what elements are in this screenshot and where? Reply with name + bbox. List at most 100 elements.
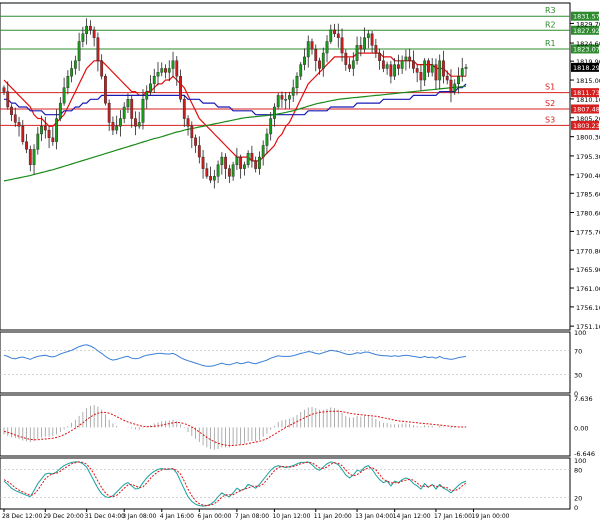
candle-body [164, 68, 167, 73]
candle-body [66, 75, 70, 88]
candle-body [412, 60, 415, 69]
candle-body [273, 106, 276, 119]
candle-body [205, 168, 209, 177]
time-tick-label: 10 Jan 12:00 [272, 513, 310, 520]
candle-46 [175, 56, 179, 86]
candle-body [126, 99, 130, 108]
candle-body [209, 176, 212, 181]
candle-body [194, 137, 197, 146]
candle-body [400, 60, 404, 69]
price-tick-label: 1810.10 [576, 96, 600, 104]
time-tick-label: 17 Jan 16:00 [434, 513, 472, 520]
candle-3 [13, 107, 17, 127]
candle-25 [96, 32, 100, 72]
candle-72 [273, 103, 276, 127]
candle-body [344, 52, 348, 65]
level-value-s3: 1803.23 [573, 122, 600, 130]
price-tick-label: 1770.80 [576, 247, 600, 255]
candle-body [134, 118, 137, 127]
candle-43 [164, 64, 167, 79]
level-value-s1: 1811.73 [573, 89, 600, 97]
candle-body [171, 60, 175, 69]
candle-16 [62, 77, 66, 106]
candle-87 [329, 24, 333, 44]
macd-pane: 7.636 0.00 -6.646 [3, 395, 595, 458]
candle-body [325, 41, 329, 54]
candle-33 [126, 93, 130, 113]
candle-body [160, 68, 164, 73]
candle-body [156, 72, 160, 77]
rsi-tick-label: 0 [574, 390, 578, 398]
candle-body [224, 156, 228, 169]
candle-body [36, 133, 40, 150]
candle-body [318, 60, 321, 69]
candle-18 [70, 60, 74, 83]
time-tick-label: 29 Dec 20:00 [43, 513, 84, 520]
price-tick-label: 1795.30 [576, 153, 600, 161]
candle-body [85, 25, 89, 35]
candle-75 [284, 91, 288, 109]
stochastic-signal-line [3, 461, 467, 507]
candle-44 [167, 60, 171, 82]
candle-83 [314, 44, 318, 72]
level-name-s2: S2 [545, 99, 555, 108]
candle-body [254, 160, 258, 169]
candle-1 [6, 81, 10, 110]
candle-35 [134, 111, 137, 136]
rsi-tick-label: 70 [574, 347, 582, 355]
candle-7 [28, 145, 32, 172]
level-badge-r2 [571, 25, 599, 35]
candle-95 [359, 36, 363, 57]
candle-body [137, 122, 141, 127]
price-tick-label: 1785.60 [576, 190, 600, 198]
candle-body [216, 164, 220, 177]
candle-30 [115, 115, 119, 135]
candle-109 [412, 50, 415, 74]
candle-55 [209, 166, 212, 184]
level-value-s2: 1807.48 [573, 105, 600, 113]
candle-body [419, 72, 423, 81]
candle-body [190, 126, 194, 139]
level-name-r2: R2 [545, 20, 556, 29]
candle-body [261, 145, 265, 158]
candle-body [427, 60, 430, 73]
candle-body [445, 75, 449, 81]
candle-23 [88, 20, 92, 35]
candle-41 [156, 62, 160, 86]
candles [2, 18, 468, 189]
candle-114 [430, 58, 434, 77]
candle-body [430, 64, 434, 73]
macd-signal-line [3, 410, 466, 446]
moving-average-line-2 [4, 83, 467, 116]
candle-15 [58, 97, 62, 122]
candle-74 [280, 91, 284, 108]
candle-116 [438, 54, 442, 90]
candle-body [464, 67, 468, 69]
candle-body [182, 99, 186, 119]
candle-103 [389, 60, 393, 84]
candle-body [333, 29, 336, 35]
candle-98 [370, 31, 374, 53]
candle-118 [445, 70, 449, 85]
candle-4 [17, 116, 21, 137]
candle-body [363, 37, 366, 50]
candle-body [449, 79, 453, 92]
candle-85 [321, 47, 325, 77]
candle-body [442, 60, 445, 77]
candle-60 [227, 164, 231, 184]
candle-12 [47, 126, 51, 149]
candle-20 [77, 32, 81, 71]
candle-42 [160, 62, 164, 77]
candle-body [321, 52, 325, 69]
candle-65 [246, 150, 250, 168]
candle-59 [224, 153, 228, 179]
price-levels: R3 1831.57 R2 1827.92 R1 1823.07 S1 1811.73 S2 18… [0, 6, 600, 130]
candle-80 [303, 48, 306, 71]
time-axis: 28 Dec 12:00 29 Dec 20:00 31 Dec 04:003 Ja… [2, 509, 510, 520]
candle-body [258, 156, 261, 169]
candle-body [299, 64, 303, 77]
candle-body [141, 99, 145, 123]
candle-body [77, 41, 81, 61]
moving-averages [3, 52, 467, 182]
